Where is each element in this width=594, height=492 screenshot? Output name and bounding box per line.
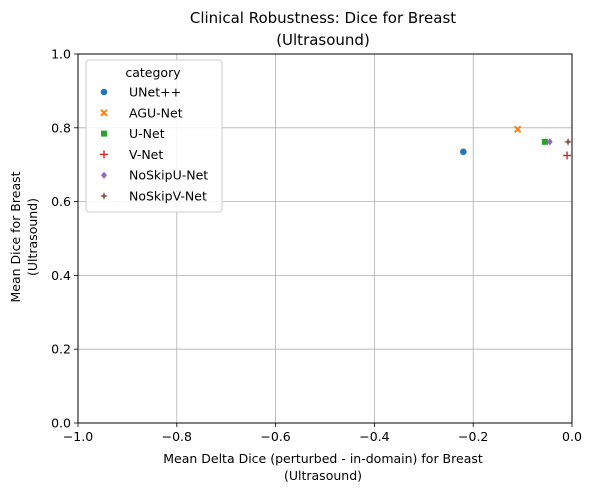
y-axis-label: Mean Dice for Breast <box>8 171 23 302</box>
x-tick-label: 0.0 <box>562 429 582 444</box>
legend: category UNet++ AGU-Net U-Net V-Net NoSkipU-… <box>85 59 223 213</box>
data-point-noskipv-net <box>564 137 573 146</box>
grid <box>77 53 573 424</box>
legend-label-noskipu-net: NoSkipU-Net <box>129 168 208 183</box>
legend-marker-v-net <box>100 150 108 159</box>
x-axis-label-line-2: (Ultrasound) <box>284 468 362 483</box>
x-axis-label: Mean Delta Dice (perturbed - in-domain) … <box>163 451 483 466</box>
legend-label-noskipv-net: NoSkipV-Net <box>129 189 207 204</box>
data-point-v-net <box>563 151 572 160</box>
y-axis-label-line-2: (Ultrasound) <box>25 198 40 276</box>
y-tick-label: 0.6 <box>51 194 71 209</box>
x-tick-label: −0.2 <box>458 429 488 444</box>
legend-marker-u-net <box>101 130 107 137</box>
y-axis-label-group: Mean Dice for Breast (Ultrasound) <box>8 171 40 302</box>
legend-label-agu-net: AGU-Net <box>129 105 183 120</box>
legend-label-v-net: V-Net <box>129 147 163 162</box>
data-point-u-net <box>541 138 548 145</box>
chart-title: Clinical Robustness: Dice for Breast <box>190 9 456 27</box>
chart-title-subtitle: (Ultrasound) <box>276 31 370 49</box>
legend-title: category <box>125 65 181 80</box>
data-point-unetplusplus <box>459 147 468 156</box>
legend-label-u-net: U-Net <box>129 126 165 141</box>
y-tick-label: 0.8 <box>51 120 71 135</box>
y-tick-label: 0.2 <box>51 342 71 357</box>
legend-box <box>85 59 223 213</box>
legend-marker-agu-net <box>100 109 108 117</box>
x-tick-label: −0.6 <box>260 429 290 444</box>
legend-marker-noskipu-net <box>101 171 107 179</box>
y-tick-label: 1.0 <box>51 47 71 62</box>
x-tick-label: −1.0 <box>63 429 93 444</box>
data-points <box>459 125 573 160</box>
x-tick-label: −0.4 <box>359 429 389 444</box>
y-axis-ticks: 0.0 0.2 0.4 0.6 0.8 1.0 <box>51 47 78 431</box>
legend-marker-unetplusplus <box>100 88 108 96</box>
legend-label-unetplusplus: UNet++ <box>129 85 181 100</box>
legend-items: UNet++ AGU-Net U-Net V-Net NoSkipU-Net NoSkip… <box>100 85 208 204</box>
data-point-noskipu-net <box>546 138 553 146</box>
x-tick-label: −0.8 <box>162 429 192 444</box>
x-axis-ticks: −1.0 −0.8 −0.6 −0.4 −0.2 0.0 <box>63 423 582 444</box>
y-tick-label: 0.4 <box>51 268 71 283</box>
data-point-agu-net <box>513 125 522 133</box>
legend-marker-noskipv-net <box>100 192 108 200</box>
axes-frame <box>77 53 573 424</box>
y-tick-label: 0.0 <box>51 416 71 431</box>
